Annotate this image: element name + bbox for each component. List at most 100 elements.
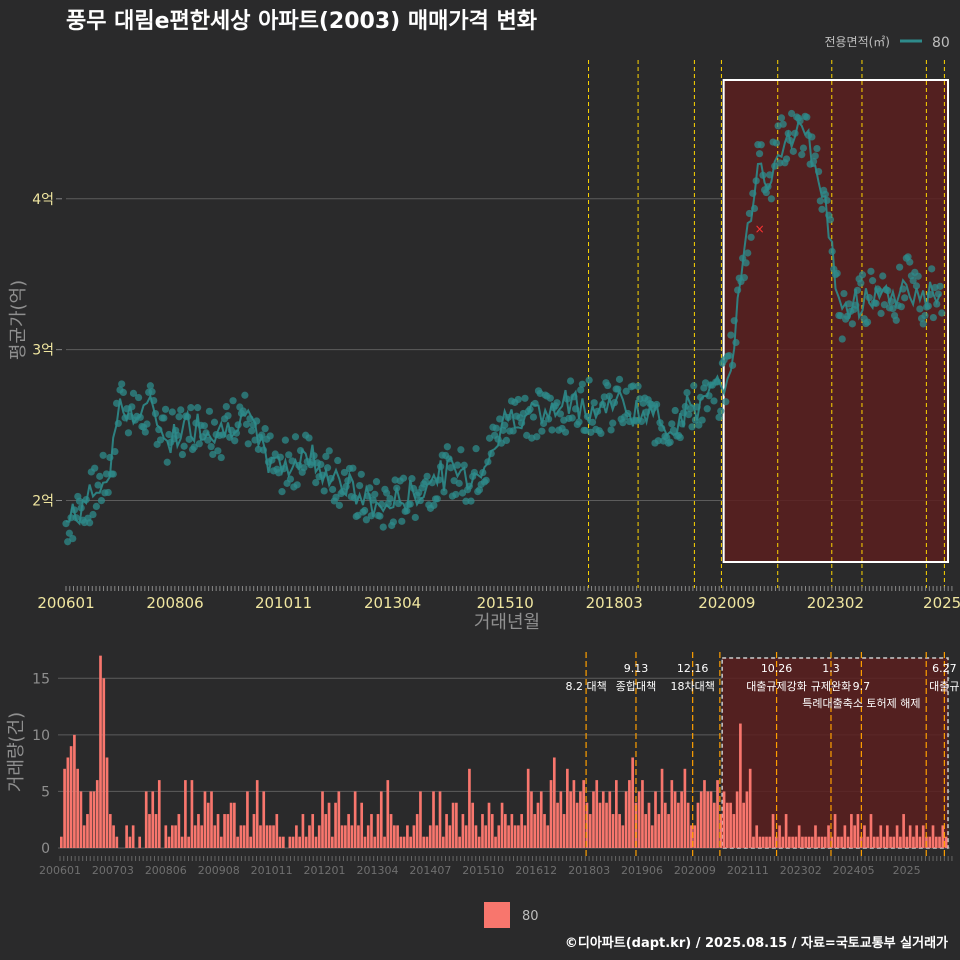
data-point <box>312 478 320 487</box>
data-point <box>300 464 308 472</box>
data-point <box>146 382 154 390</box>
data-point <box>175 413 183 421</box>
data-point <box>858 271 867 279</box>
data-point <box>619 419 627 427</box>
volume-bar <box>931 825 935 848</box>
chart-title: 풍무 대림e편한세상 아파트(2003) 매매가격 변화 <box>66 9 537 34</box>
volume-bar <box>415 814 419 848</box>
data-point <box>453 461 462 469</box>
data-point <box>411 513 419 522</box>
volume-bar <box>330 836 334 848</box>
data-point <box>744 249 752 257</box>
volume-bar <box>383 836 386 848</box>
volume-bar <box>833 814 837 848</box>
volume-bar <box>406 825 409 848</box>
data-point <box>666 438 674 446</box>
data-point <box>710 397 718 405</box>
data-point <box>329 485 337 494</box>
volume-bar <box>193 825 197 848</box>
data-point <box>936 282 944 290</box>
volume-bar <box>435 825 439 848</box>
volume-bar <box>895 825 899 848</box>
volume-bar <box>432 791 435 848</box>
data-point <box>165 430 173 439</box>
volume-bar <box>409 836 412 848</box>
data-point <box>566 377 575 385</box>
volume-bar <box>82 825 86 848</box>
volume-bar <box>422 836 426 848</box>
data-point <box>160 414 168 422</box>
volume-bar <box>477 836 481 848</box>
volume-bar <box>474 825 478 848</box>
volume-bar <box>592 791 595 848</box>
volume-bar <box>624 791 628 848</box>
volume-bar <box>86 814 89 848</box>
volume-bar <box>337 791 341 848</box>
volume-bar <box>840 836 843 848</box>
vol-x-tick-label: 201612 <box>515 864 557 877</box>
volume-bar <box>513 825 517 848</box>
data-point <box>836 312 845 320</box>
data-point <box>869 277 877 285</box>
data-point <box>669 426 678 434</box>
data-point <box>148 388 156 396</box>
volume-bar <box>295 825 298 848</box>
data-point <box>698 416 706 424</box>
volume-bar <box>171 825 174 848</box>
data-point <box>772 139 781 147</box>
data-point <box>379 523 387 531</box>
volume-bar <box>876 836 879 848</box>
vol-y-axis-title: 거래량(건) <box>6 712 27 792</box>
volume-bar <box>608 791 612 848</box>
volume-bar <box>350 825 354 848</box>
data-point <box>938 309 946 317</box>
volume-bar <box>758 836 762 848</box>
data-point <box>826 216 835 224</box>
volume-bar <box>595 780 599 848</box>
data-point <box>683 388 691 397</box>
data-point <box>725 352 733 360</box>
data-point <box>440 488 448 496</box>
volume-bar <box>621 825 625 848</box>
volume-bar <box>902 814 905 848</box>
volume-bar <box>461 814 465 848</box>
data-point <box>782 155 791 163</box>
data-point <box>521 394 529 402</box>
volume-bar <box>889 836 892 848</box>
vol-y-tick-label: 5 <box>41 784 50 800</box>
volume-bar <box>340 825 344 848</box>
volume-bar <box>791 836 794 848</box>
volume-bar <box>190 780 194 848</box>
volume-bar <box>735 791 739 848</box>
volume-bar <box>745 791 749 848</box>
vol-y-tick-label: 10 <box>32 728 50 744</box>
volume-bar <box>366 825 370 848</box>
data-point <box>91 464 99 472</box>
data-point <box>102 470 111 478</box>
volume-bar <box>934 836 938 848</box>
volume-bar <box>853 825 856 848</box>
volume-bar <box>579 791 582 848</box>
volume-bar <box>399 836 403 848</box>
data-point <box>767 195 775 203</box>
volume-bar <box>180 836 184 848</box>
volume-bar <box>703 780 706 848</box>
volume-bar <box>788 836 791 848</box>
volume-bar <box>856 814 860 848</box>
volume-bar <box>357 825 360 848</box>
data-point <box>776 159 784 167</box>
data-point <box>561 428 570 436</box>
volume-bar <box>768 836 772 848</box>
legend-title: 전용면적(㎡) <box>824 35 890 49</box>
volume-bar <box>641 780 644 848</box>
vol-x-tick-label: 201906 <box>621 864 663 877</box>
data-point <box>462 497 470 505</box>
volume-bar <box>814 825 817 848</box>
volume-bar <box>79 791 83 848</box>
data-point <box>604 381 612 390</box>
data-point <box>688 423 696 431</box>
volume-bar <box>693 825 697 848</box>
volume-bar <box>709 791 713 848</box>
data-point <box>863 318 872 326</box>
volume-bar <box>575 802 579 848</box>
